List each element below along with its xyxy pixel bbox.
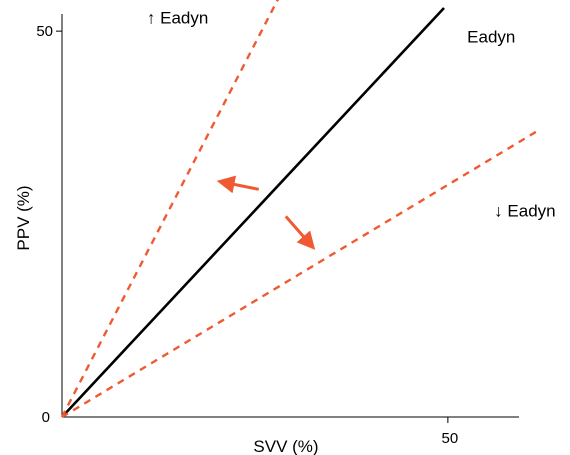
arrow-toward-upper-line: [216, 175, 260, 194]
axes: 0 50 50: [36, 14, 519, 447]
ticks: 0 50 50: [36, 23, 458, 447]
series-layer: [60, 0, 538, 419]
x-tick-label: 50: [442, 430, 459, 447]
y-tick-label: 50: [36, 23, 53, 40]
series-line-down: [61, 130, 538, 419]
y-axis-title: PPV (%): [14, 185, 33, 250]
annotation-increased-eadyn: ↑ Eadyn: [147, 8, 208, 27]
arrow-layer: [216, 175, 316, 250]
arrow-toward-lower-line: [284, 215, 316, 250]
x-axis-title: SVV (%): [253, 437, 318, 455]
series-line-ref: [61, 7, 445, 418]
annotation-eadyn: Eadyn: [467, 28, 515, 47]
series-line-up: [60, 0, 279, 418]
annotation-decreased-eadyn: ↓ Eadyn: [494, 201, 555, 220]
y-tick-label: 0: [42, 409, 50, 426]
